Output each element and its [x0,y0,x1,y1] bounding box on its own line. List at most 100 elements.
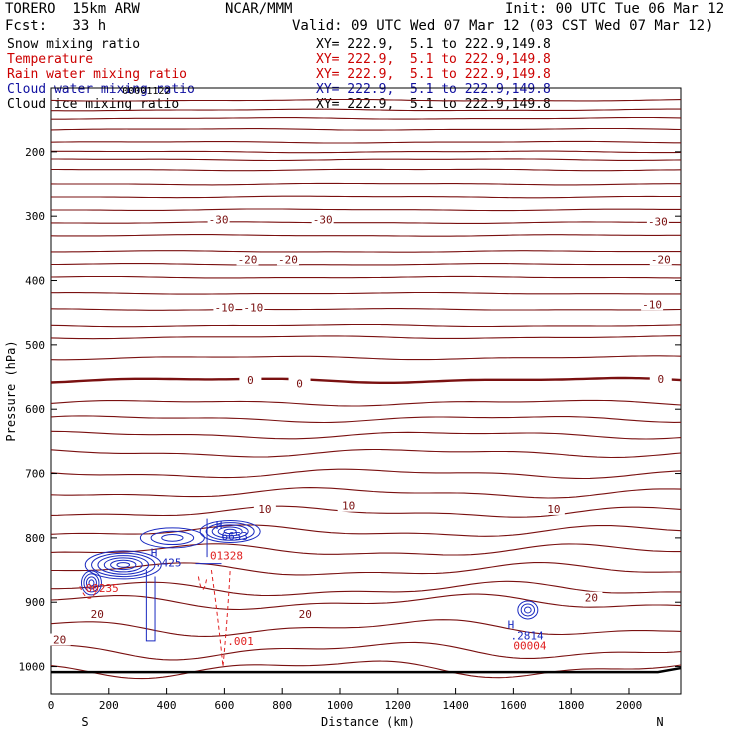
y-tick-label-7: 900 [25,596,45,609]
isotherm-32 [51,580,681,597]
isotherm-3 [50,127,682,131]
isotherm-23 [50,415,682,424]
cloud-water-label-2: H [151,547,158,560]
rain-patch-a [197,576,208,590]
cloud-water-south-ring-0 [80,570,102,596]
isotherm-7 [51,168,682,172]
cloud-water-north-ring-2 [524,606,532,614]
field-snow-xy: XY= 222.9, 5.1 to 222.9,149.8 [316,37,551,52]
isotherm-24 [50,430,682,440]
isotherm-19 [50,335,681,340]
temperature-label-bg-14 [542,502,565,515]
x-tick-label-3: 600 [214,699,234,712]
x-tick-label-2: 400 [157,699,177,712]
field-temperature-label: Temperature [7,52,94,67]
isotherm-22 [50,399,682,407]
plot-frame [50,87,682,695]
x-axis-label: Distance (km) [321,715,415,729]
temperature-label-5: -20 [651,253,671,266]
temperature-label-bg-7 [242,301,265,314]
cloud-water-south-ring-2 [85,576,97,590]
isotherm-4 [50,140,681,144]
cloud-water-main-ring-0 [84,550,162,580]
isotherm-17 [50,308,682,311]
temperature-label-bg-13 [337,499,360,512]
temperature-label-13: 10 [342,500,355,513]
rain-label-3: 00004 [513,639,546,652]
end-label: N [656,715,663,729]
isotherm-25 [50,448,682,459]
cloud-water-label-0: H [216,519,223,532]
temperature-label-6: -10 [214,302,234,315]
cloud-water-upper-ring-1 [205,522,255,541]
x-tick-label-10: 2000 [616,699,643,712]
temperature-label-7: -10 [243,302,263,315]
temperature-label-bg-9 [239,374,262,387]
temperature-label-bg-5 [649,253,672,266]
temperature-label-11: 0 [657,373,664,386]
isotherm-18 [50,323,682,328]
y-tick-label-0: 200 [25,146,45,159]
y-tick-label-3: 500 [25,339,45,352]
isotherm-30 [50,543,681,556]
y-tick-label-1: 300 [25,210,45,223]
cloud-water-north-ring-0 [517,600,539,620]
y-axis-label: Pressure (hPa) [4,340,18,441]
temperature-label-12: 10 [258,503,271,516]
valid-time: Valid: 09 UTC Wed 07 Mar 12 (03 CST Wed … [292,18,714,34]
cloud-water-label-4: H [508,619,515,632]
field-temperature-xy: XY= 222.9, 5.1 to 222.9,149.8 [316,52,551,67]
cloud-water-upper-ring-3 [217,526,243,537]
temperature-label-2: -30 [648,215,668,228]
cloud-water-main-ring-4 [110,559,137,571]
temperature-label-bg-1 [311,213,334,226]
temperature-label-14: 10 [547,503,560,516]
cloud-water-label-1: 6653 [222,530,249,543]
temperature-label-bg-15 [294,607,317,620]
cloud-water-south-ring-3 [88,579,95,587]
y-tick-label-8: 1000 [19,661,46,674]
center-label: NCAR/MMM [225,1,293,17]
temperature-label-bg-12 [253,502,276,515]
x-tick-label-6: 1200 [385,699,412,712]
temperature-label-bg-10 [288,377,311,390]
forecast-hour: Fcst: 33 h [5,18,107,34]
cloud-water-label-5: .2814 [510,630,543,643]
temperature-label-16: 20 [585,592,598,605]
temperature-label-bg-17 [86,607,109,620]
temperature-label-bg-4 [276,253,299,266]
temperature-label-bg-18 [48,633,71,646]
isotherm-13 [51,250,681,253]
cloud-water-column [145,570,156,642]
temperature-label-bg-8 [641,298,664,311]
isotherm-27 [50,487,682,499]
x-tick-label-4: 800 [272,699,292,712]
x-tick-label-1: 200 [99,699,119,712]
temperature-label-17: 20 [91,608,104,621]
temperature-label-4: -20 [278,253,298,266]
x-tick-label-7: 1400 [442,699,469,712]
isotherm-33 [50,593,682,611]
rain-label-2: .001 [227,635,254,648]
isotherm-14 [51,263,682,266]
temperature-label-3: -20 [238,253,258,266]
rain-shaft [210,569,231,667]
temperature-label-0: -30 [209,213,229,226]
terrain-line [51,666,682,674]
isotherm-1 [51,108,681,112]
isotherm-11 [51,221,681,224]
cloud-water-main-ring-2 [97,555,150,575]
x-tick-label-5: 1000 [327,699,354,712]
y-tick-label-4: 600 [25,403,45,416]
field-cloud-water-xy: XY= 222.9, 5.1 to 222.9,149.8 [316,82,551,97]
field-cloud-water-label: Cloud water mixing ratio [7,82,195,97]
model-label: TORERO 15km ARW [5,1,140,17]
x-tick-label-8: 1600 [500,699,527,712]
cloud-water-upper-ring-0 [199,519,261,543]
isotherm-6 [51,158,682,162]
cloud-water-upper-ring-4 [223,528,237,535]
cloud-water-upper-ring-2 [211,524,249,539]
temperature-label-8: -10 [642,298,662,311]
zero-isotherm [50,376,682,384]
